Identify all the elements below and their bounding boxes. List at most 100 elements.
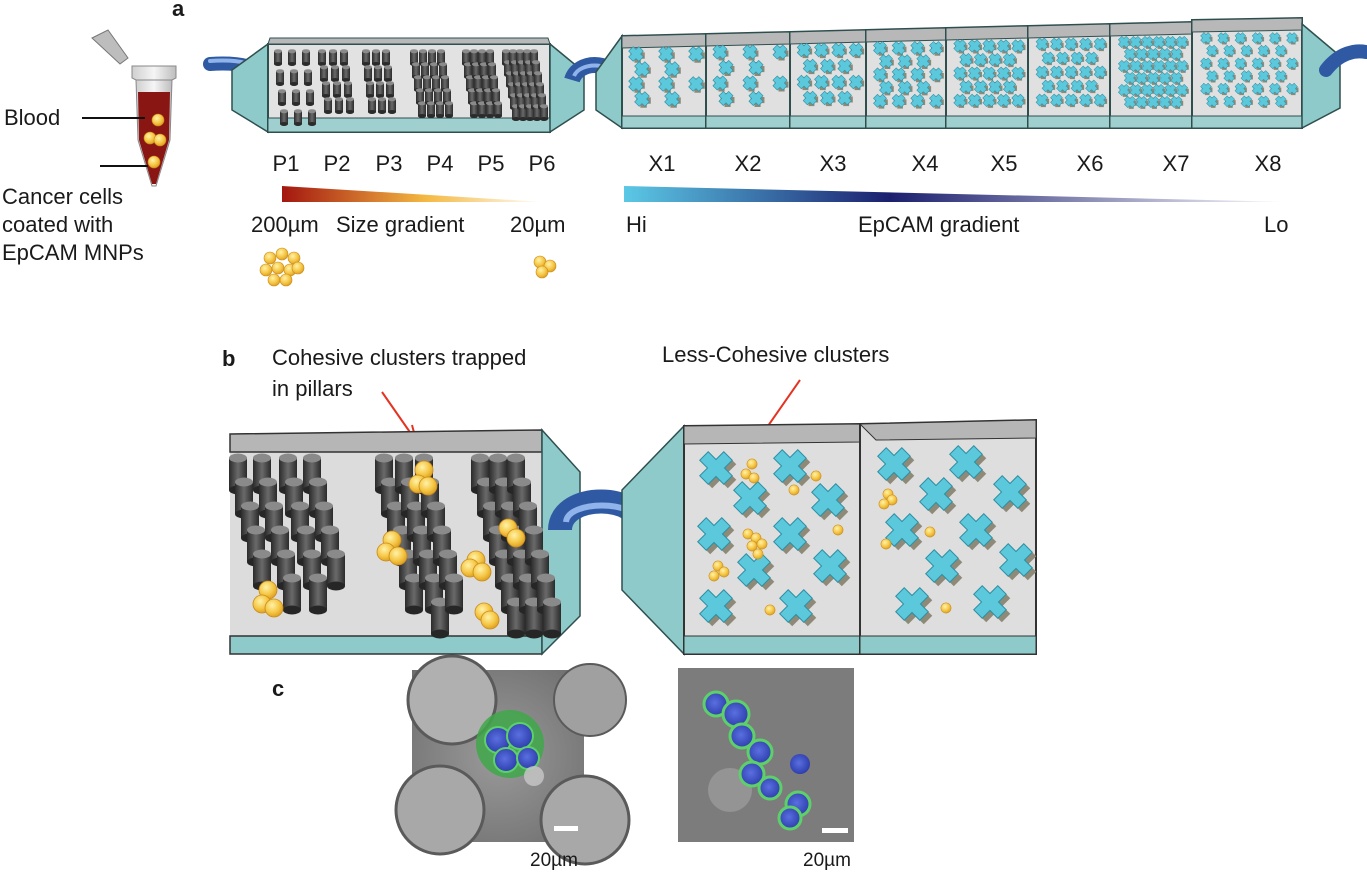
pillar-chamber-label-p3: P3 [376,151,403,176]
pillar [494,101,502,118]
cell-cluster [418,476,438,496]
scale-label-1: 20µm [530,850,578,871]
panel-label-b: b [222,346,235,371]
loose-cell [764,604,776,616]
blood-label: Blood [4,105,60,130]
cell-cluster [506,528,526,548]
cell-cluster [264,598,284,618]
micrograph-cohesive [394,654,631,866]
pillar [427,101,435,118]
pillar-chamber-label-p6: P6 [529,151,556,176]
cells-label-line-1: Cancer cells [2,184,123,209]
pillar [306,89,314,106]
cells-label-line-3: EpCAM MNPs [2,240,144,265]
panel-label-c: c [272,676,284,701]
pillar [372,49,380,66]
pillar [543,597,561,639]
cross-chamber-label-x7: X7 [1163,151,1190,176]
panel-label-a: a [172,0,185,21]
pillar [333,81,341,98]
pillar [344,81,352,98]
pillar [335,97,343,114]
loose-cell [788,484,800,496]
pillar [384,65,392,82]
loose-cell [718,566,730,578]
cell-cluster [480,610,500,630]
zoomed-pillar-chamber [229,428,581,656]
pillar-chamber-label-p5: P5 [478,151,505,176]
cross-chamber [595,16,1341,130]
cross-chamber-labels: X1 X2 X3 X4 X5 X6 X7 X8 [649,151,1282,176]
pillar [374,65,382,82]
pillar [340,49,348,66]
loose-cell [748,472,760,484]
pillar [309,573,327,615]
less-cohesive-annotation: Less-Cohesive clusters [662,342,889,367]
loose-cell [708,570,720,582]
pillar [276,69,284,86]
pillar [364,65,372,82]
loose-cell [924,526,936,538]
pillar-chamber-label-p2: P2 [324,151,351,176]
pillar [540,104,548,121]
pillar [327,549,345,591]
sample-tube [91,29,177,187]
cell-cluster [388,546,408,566]
cross-chamber-label-x4: X4 [912,151,939,176]
cross-chamber-label-x2: X2 [735,151,762,176]
pillar [280,109,288,126]
cohesive-annotation-line-2: in pillars [272,376,353,401]
cross-chamber-label-x5: X5 [991,151,1018,176]
pillar-chamber-label-p4: P4 [427,151,454,176]
pillar [445,573,463,615]
size-gradient-right: 20µm [510,212,565,237]
pillar-chamber-labels: P1 P2 P3 P4 P5 P6 [273,151,556,176]
pillar [386,81,394,98]
loose-cell [878,498,890,510]
loose-cell [880,538,892,550]
pillar [294,109,302,126]
pillar [376,81,384,98]
epcam-gradient-bar [624,186,1290,202]
loose-cell [756,538,768,550]
size-gradient-left: 200µm [251,212,319,237]
pillar [320,65,328,82]
pillar [366,81,374,98]
scale-bar-1 [554,826,578,831]
epcam-gradient-right: Lo [1264,212,1288,237]
pillar [378,97,386,114]
pillar [288,49,296,66]
pillar [388,97,396,114]
pillar [331,65,339,82]
loose-cell [746,458,758,470]
pillar [274,49,282,66]
cells-label-line-2: coated with [2,212,113,237]
pillar [278,89,286,106]
pillar [292,89,300,106]
outlet-tubing [1319,44,1367,77]
large-cluster-icon [259,247,305,287]
zoomed-cross-chamber [621,418,1045,656]
pillar-chamber-label-p1: P1 [273,151,300,176]
epcam-gradient-left: Hi [626,212,647,237]
epcam-gradient-title: EpCAM gradient [858,212,1019,237]
cell-cluster [472,562,492,582]
pillar [368,97,376,114]
pillar [445,101,453,118]
cross-chamber-label-x6: X6 [1077,151,1104,176]
pillar [304,69,312,86]
pillar [362,49,370,66]
cross-chamber-label-x1: X1 [649,151,676,176]
size-gradient-title: Size gradient [336,212,464,237]
small-cluster-icon [533,255,557,279]
pillar [346,97,354,114]
micrograph-less-cohesive [678,668,854,842]
pillar [302,49,310,66]
pillar [329,49,337,66]
pillar [324,97,332,114]
pillar [418,101,426,118]
cross-chamber-label-x3: X3 [820,151,847,176]
cohesive-annotation-line-1: Cohesive clusters trapped [272,345,526,370]
pillar [342,65,350,82]
